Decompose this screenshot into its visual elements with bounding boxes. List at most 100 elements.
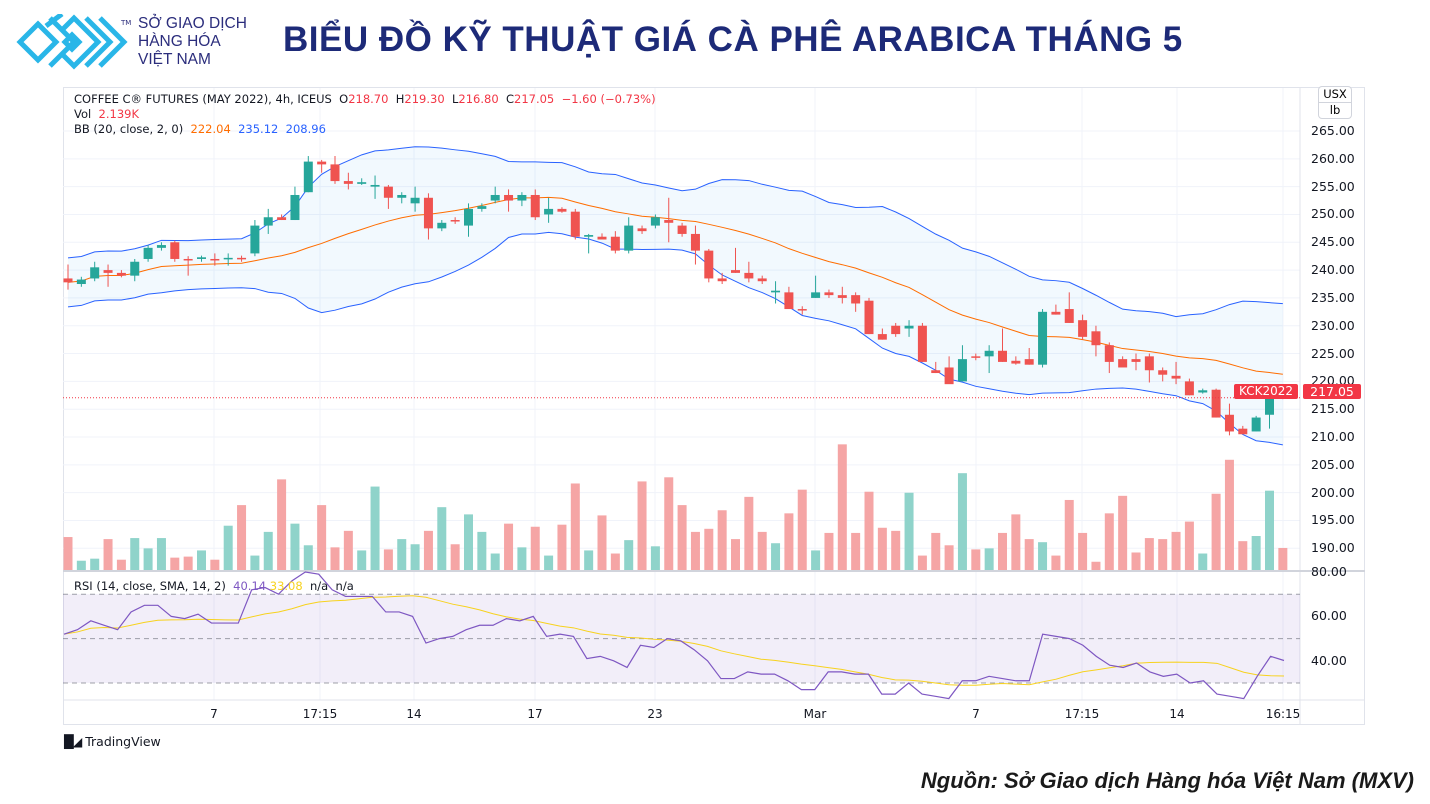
candle-body [450, 220, 460, 222]
volume-bar [490, 553, 500, 570]
symbol-name: COFFEE C® FUTURES (MAY 2022), 4h, ICEUS [74, 92, 332, 106]
volume-bar [1024, 539, 1034, 570]
close-label: C [505, 92, 514, 106]
candle-body [76, 279, 86, 285]
candle-body [1078, 320, 1088, 337]
price-tick: 200.00 [1311, 484, 1355, 500]
volume-bar [477, 531, 487, 570]
candle-body [877, 334, 887, 340]
bb-basis-line [67, 196, 1283, 375]
time-tick: 16:15 [1265, 707, 1301, 721]
volume-bar [1198, 553, 1208, 570]
volume-bar [410, 544, 420, 570]
volume-bar [237, 505, 247, 570]
volume-bar [1078, 532, 1088, 570]
rsi-sma-line [63, 595, 1285, 686]
candle-body [370, 184, 380, 187]
volume-bar [744, 496, 754, 570]
bb-lower-line [67, 231, 1283, 446]
time-tick: Mar [803, 707, 827, 721]
low-value: 216.80 [458, 92, 499, 106]
volume-bar [904, 492, 914, 570]
candle-body [210, 258, 220, 261]
bb-lower-value: 208.96 [285, 122, 326, 136]
candle-body [357, 182, 367, 184]
volume-bar [717, 510, 727, 570]
volume-bar [530, 526, 540, 570]
candle-body [1184, 381, 1194, 396]
volume-bar [170, 557, 180, 570]
volume-bar [824, 532, 834, 570]
candle-body [1011, 360, 1021, 364]
candle-body [223, 257, 233, 260]
volume-bar [1278, 547, 1288, 570]
candle-body [530, 194, 540, 218]
volume-bar [317, 505, 327, 570]
time-tick: 14 [406, 707, 422, 721]
volume-bar [76, 560, 86, 570]
candle-body [917, 325, 927, 362]
volume-bar [664, 477, 674, 570]
rsi-band-fill [63, 594, 1300, 683]
candle-body [237, 257, 247, 260]
page-title: BIỂU ĐỒ KỸ THUẬT GIÁ CÀ PHÊ ARABICA THÁN… [283, 20, 1183, 59]
volume-bar [197, 550, 206, 570]
symbol-legend: COFFEE C® FUTURES (MAY 2022), 4h, ICEUS … [74, 92, 656, 106]
candle-body [263, 217, 273, 226]
volume-bar [931, 532, 941, 570]
volume-bar [944, 545, 954, 570]
volume-bar [1144, 538, 1154, 570]
price-tick: 195.00 [1311, 512, 1355, 528]
candle-body [1158, 370, 1168, 375]
candle-body [690, 233, 700, 251]
volume-bar [303, 545, 313, 570]
candle-body [1251, 417, 1261, 432]
volume-bar [397, 539, 407, 570]
candle-body [650, 217, 660, 226]
unit-weight: lb [1319, 102, 1351, 118]
volume-bar [277, 479, 287, 570]
candle-body [984, 350, 994, 357]
trademark: TM [121, 19, 132, 27]
volume-bar [811, 550, 821, 570]
volume-bar [223, 525, 233, 570]
candle-body [343, 181, 353, 184]
candle-body [1131, 359, 1141, 362]
volume-bar [891, 530, 901, 570]
volume-bar [130, 538, 140, 570]
time-tick: 14 [1169, 707, 1185, 721]
candle-body [477, 206, 487, 209]
candle-body [183, 258, 193, 261]
volume-bar [290, 523, 300, 570]
price-tick: 255.00 [1311, 178, 1355, 194]
volume-bar [103, 539, 113, 570]
candle-body [410, 197, 420, 204]
volume-bar [450, 544, 460, 570]
rsi-na-1: n/a [310, 579, 329, 593]
candle-body [784, 292, 794, 310]
price-tick: 230.00 [1311, 317, 1355, 333]
price-tick: 250.00 [1311, 206, 1355, 222]
candle-body [277, 217, 287, 221]
volume-bar [1131, 552, 1141, 570]
volume-bar [517, 547, 527, 570]
brand-text: TradingView [85, 734, 161, 749]
candle-body [837, 295, 847, 298]
candle-body [303, 161, 313, 193]
volume-bar [1238, 541, 1248, 570]
tradingview-brand[interactable]: █◢ TradingView [64, 734, 161, 749]
candle-body [1198, 390, 1208, 393]
volume-bar [383, 549, 393, 570]
volume-bar [797, 489, 807, 570]
candle-body [130, 261, 140, 276]
candle-body [1144, 356, 1154, 371]
volume-bar [437, 507, 447, 570]
price-tick: 260.00 [1311, 150, 1355, 166]
unit-selector[interactable]: USX lb [1318, 86, 1352, 119]
time-tick: 7 [972, 707, 980, 721]
symbol-price-label: KCK2022 [1234, 384, 1298, 399]
volume-bar [263, 531, 273, 570]
candle-body [744, 272, 754, 279]
tradingview-logo-icon: █◢ [64, 734, 82, 749]
